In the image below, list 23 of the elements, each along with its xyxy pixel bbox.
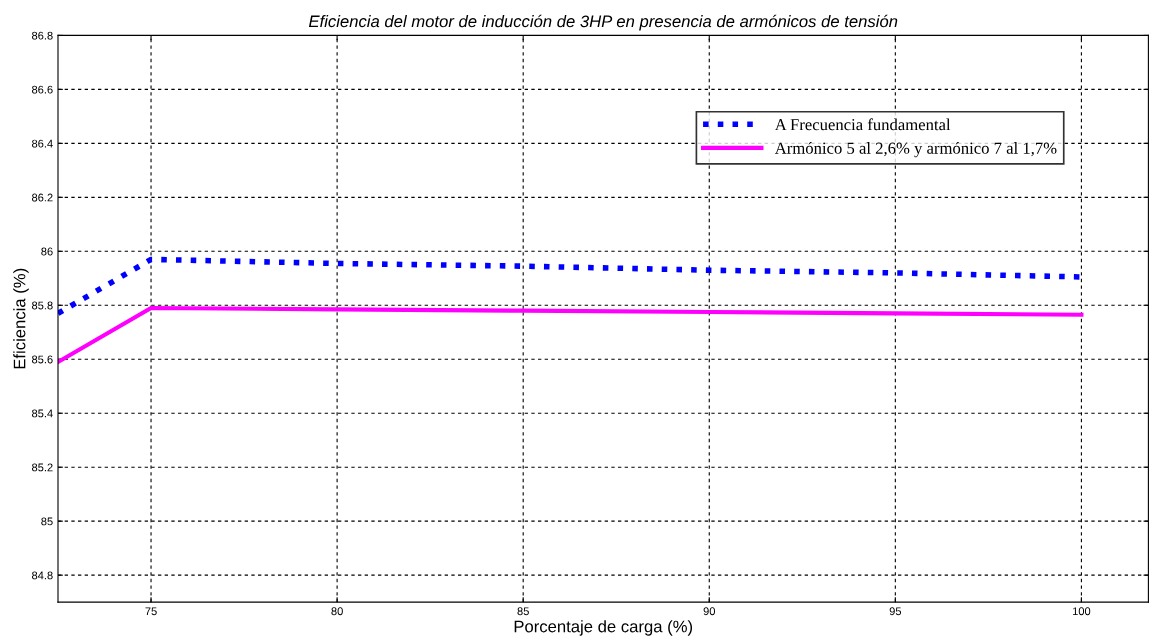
x-tick-label: 95 — [889, 607, 902, 616]
y-tick-label: 86.4 — [32, 139, 53, 148]
legend-label: Armónico 5 al 2,6% y armónico 7 al 1,7% — [774, 142, 1057, 158]
y-tick-label: 85.2 — [32, 463, 53, 472]
y-axis-title: Eficiencia (%) — [13, 268, 29, 369]
x-tick-label: 90 — [703, 607, 716, 616]
x-axis-title: Porcentaje de carga (%) — [514, 620, 693, 636]
y-tick-label: 84.8 — [32, 571, 53, 580]
x-tick-label: 85 — [517, 607, 529, 616]
y-tick-label: 86.8 — [32, 31, 53, 40]
x-tick-label: 80 — [331, 607, 343, 616]
y-tick-label: 85.4 — [32, 409, 53, 418]
chart-title: Eficiencia del motor de inducción de 3HP en presencia de armónicos de tensión — [308, 14, 898, 31]
y-tick-label: 86 — [41, 247, 53, 256]
y-tick-label: 85 — [41, 517, 53, 526]
legend-label: A Frecuencia fundamental — [774, 118, 951, 131]
y-tick-label: 86.2 — [32, 193, 53, 202]
y-tick-label: 85.8 — [32, 301, 53, 310]
y-tick-label: 86.6 — [32, 85, 53, 94]
x-tick-label: 100 — [1072, 607, 1091, 616]
x-tick-label: 75 — [145, 607, 157, 616]
y-tick-label: 85.6 — [32, 355, 53, 364]
line-series — [58, 305, 1084, 365]
